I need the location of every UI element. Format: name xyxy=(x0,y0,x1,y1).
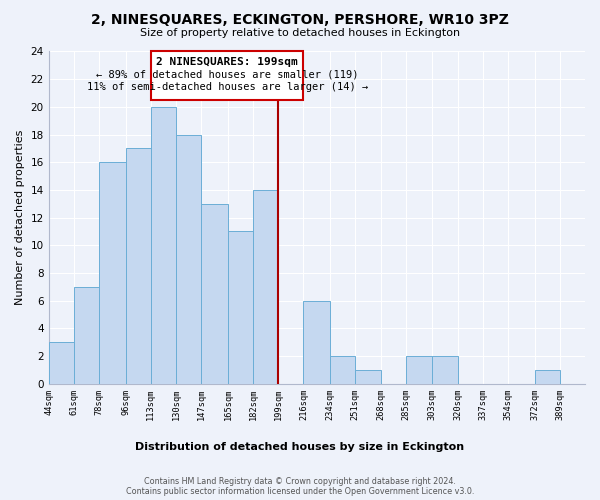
Text: ← 89% of detached houses are smaller (119): ← 89% of detached houses are smaller (11… xyxy=(96,70,358,80)
Bar xyxy=(355,370,380,384)
Bar xyxy=(126,148,151,384)
Text: 11% of semi-detached houses are larger (14) →: 11% of semi-detached houses are larger (… xyxy=(86,82,368,92)
Bar xyxy=(228,232,253,384)
Bar xyxy=(304,300,330,384)
Bar xyxy=(49,342,74,384)
Bar xyxy=(201,204,228,384)
Bar xyxy=(535,370,560,384)
Bar xyxy=(433,356,458,384)
Bar xyxy=(99,162,126,384)
Text: Contains HM Land Registry data © Crown copyright and database right 2024.: Contains HM Land Registry data © Crown c… xyxy=(144,478,456,486)
Text: Contains public sector information licensed under the Open Government Licence v3: Contains public sector information licen… xyxy=(126,488,474,496)
Y-axis label: Number of detached properties: Number of detached properties xyxy=(15,130,25,306)
Text: 2 NINESQUARES: 199sqm: 2 NINESQUARES: 199sqm xyxy=(157,57,298,67)
Text: Distribution of detached houses by size in Eckington: Distribution of detached houses by size … xyxy=(136,442,464,452)
FancyBboxPatch shape xyxy=(151,52,304,100)
Bar xyxy=(151,107,176,384)
Bar xyxy=(253,190,278,384)
Text: 2, NINESQUARES, ECKINGTON, PERSHORE, WR10 3PZ: 2, NINESQUARES, ECKINGTON, PERSHORE, WR1… xyxy=(91,12,509,26)
Text: Size of property relative to detached houses in Eckington: Size of property relative to detached ho… xyxy=(140,28,460,38)
Bar xyxy=(406,356,433,384)
Bar xyxy=(74,287,99,384)
Bar xyxy=(330,356,355,384)
Bar xyxy=(176,134,201,384)
